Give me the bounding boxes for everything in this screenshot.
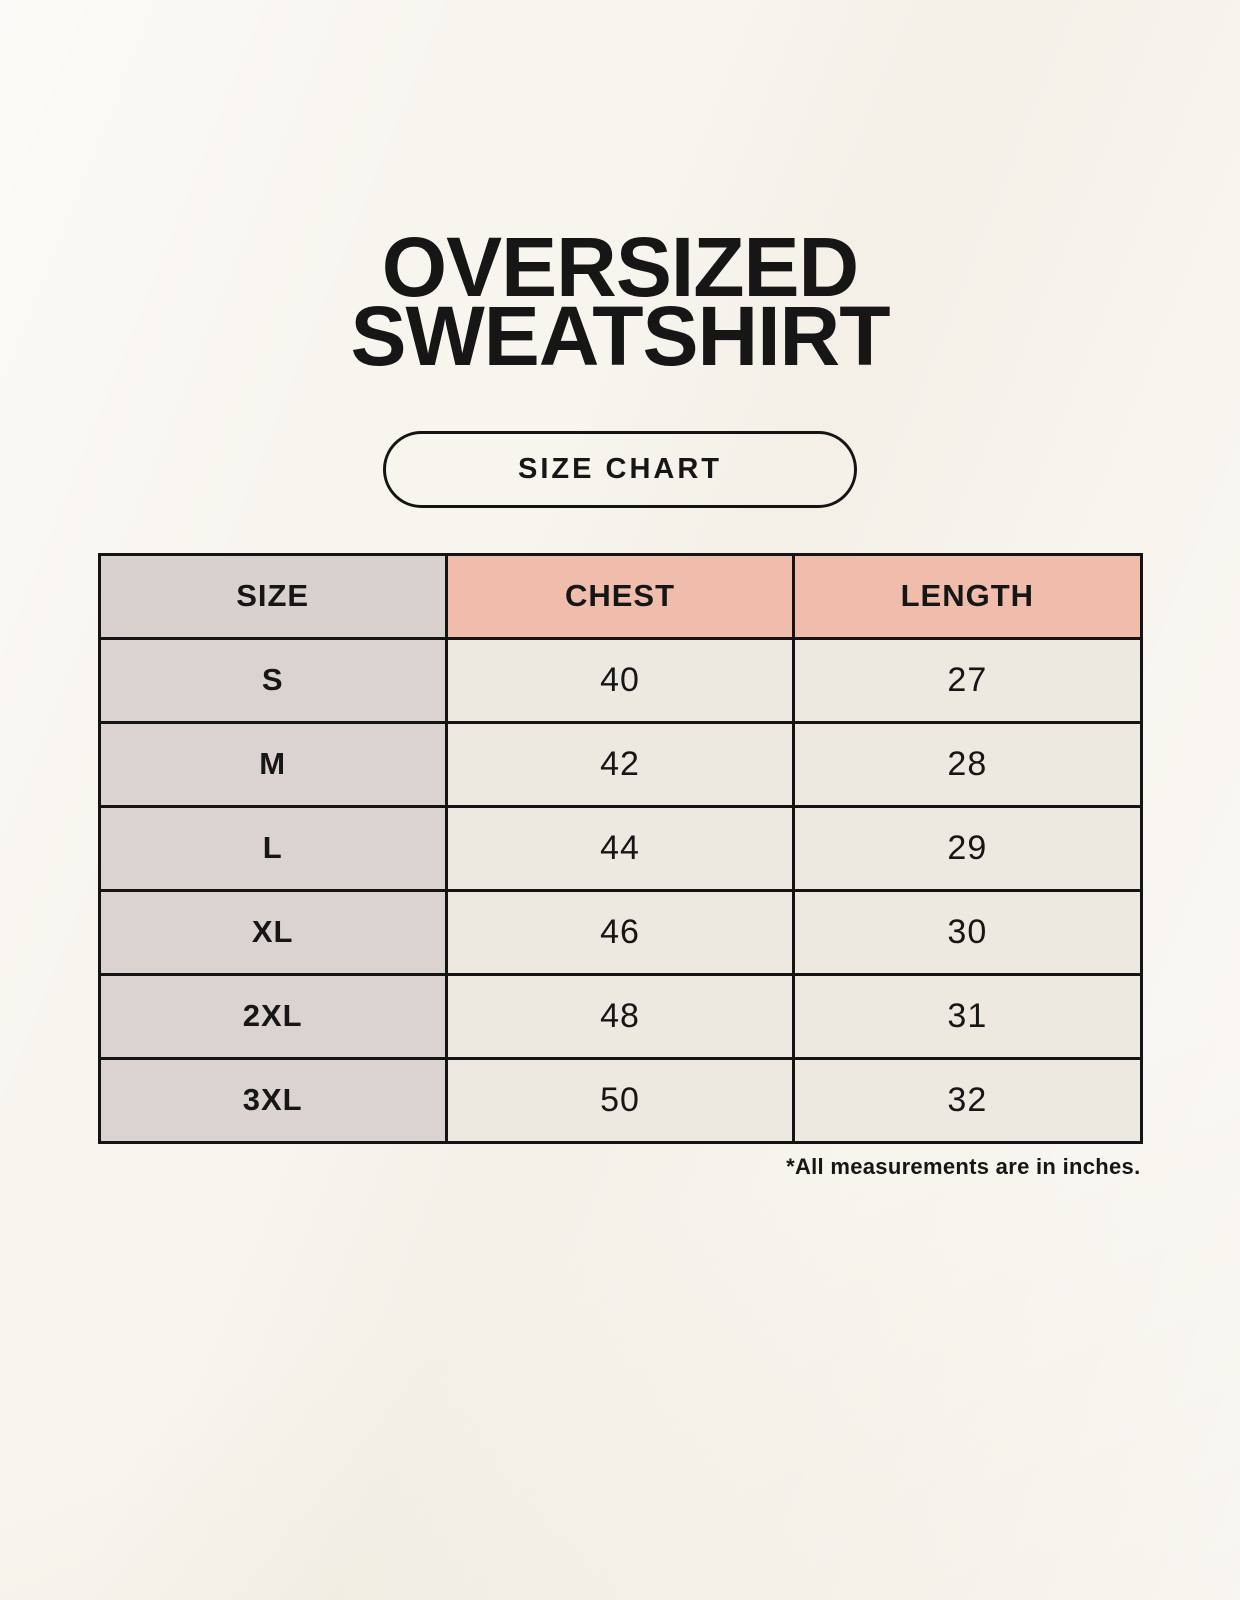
size-cell: XL bbox=[97, 888, 448, 976]
size-cell: L bbox=[97, 804, 448, 892]
length-cell: 27 bbox=[792, 636, 1143, 724]
table-row-s: S 40 27 bbox=[97, 636, 1143, 724]
size-chart-table-container: SIZE CHEST LENGTH S 40 27 M 42 28 bbox=[97, 552, 1143, 1180]
size-chart-table: SIZE CHEST LENGTH S 40 27 M 42 28 bbox=[97, 552, 1143, 1144]
chest-cell: 46 bbox=[444, 888, 796, 976]
table-header-chest: CHEST bbox=[444, 552, 796, 640]
table-row-l: L 44 29 bbox=[97, 804, 1143, 892]
size-chart-badge-label: SIZE CHART bbox=[518, 452, 722, 485]
table-row-2xl: 2XL 48 31 bbox=[97, 972, 1143, 1060]
table-head: SIZE CHEST LENGTH bbox=[97, 552, 1143, 640]
table-body: S 40 27 M 42 28 L 44 29 XL bbox=[97, 636, 1143, 1144]
chest-cell: 44 bbox=[444, 804, 796, 892]
table-row-m: M 42 28 bbox=[97, 720, 1143, 808]
table-header-size: SIZE bbox=[97, 552, 448, 640]
page-title: OVERSIZED SWEATSHIRT bbox=[0, 0, 1240, 383]
length-cell: 28 bbox=[792, 720, 1143, 808]
page-title-line-2: SWEATSHIRT bbox=[350, 288, 890, 383]
size-cell: M bbox=[97, 720, 448, 808]
length-cell: 32 bbox=[792, 1056, 1143, 1144]
poster-content: OVERSIZED SWEATSHIRT SIZE CHART SIZE CHE… bbox=[0, 0, 1240, 1180]
size-cell: S bbox=[97, 636, 448, 724]
length-cell: 31 bbox=[792, 972, 1143, 1060]
length-cell: 29 bbox=[792, 804, 1143, 892]
chest-cell: 42 bbox=[444, 720, 796, 808]
size-chart-badge: SIZE CHART bbox=[383, 430, 857, 508]
chest-cell: 50 bbox=[444, 1056, 796, 1144]
table-header-row: SIZE CHEST LENGTH bbox=[97, 552, 1143, 640]
length-cell: 30 bbox=[792, 888, 1143, 976]
size-cell: 2XL bbox=[97, 972, 448, 1060]
chest-cell: 48 bbox=[444, 972, 796, 1060]
table-row-3xl: 3XL 50 32 bbox=[97, 1056, 1143, 1144]
size-cell: 3XL bbox=[97, 1056, 448, 1144]
measurements-footnote: *All measurements are in inches. bbox=[786, 1153, 1141, 1179]
chest-cell: 40 bbox=[444, 636, 796, 724]
table-row-xl: XL 46 30 bbox=[97, 888, 1143, 976]
table-header-length: LENGTH bbox=[792, 552, 1143, 640]
